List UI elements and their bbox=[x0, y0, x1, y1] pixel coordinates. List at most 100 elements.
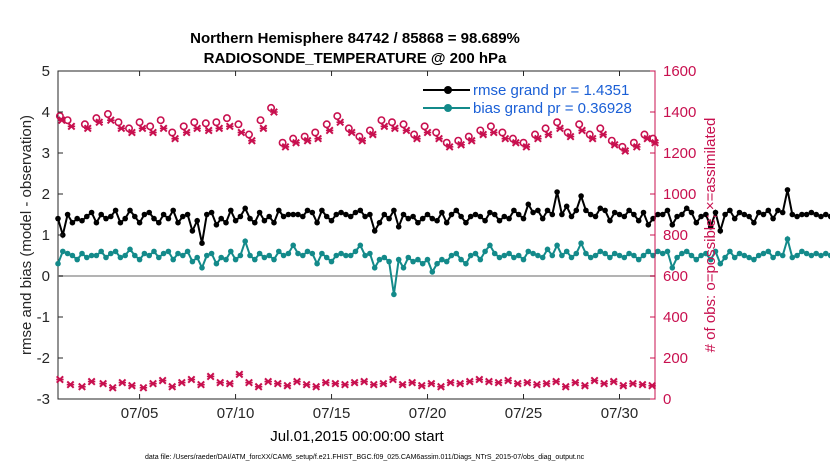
bias-point bbox=[789, 254, 796, 261]
obs-assimilated-marker bbox=[273, 379, 282, 388]
rmse-point bbox=[549, 211, 556, 218]
bias-point bbox=[808, 252, 815, 259]
bias-point bbox=[424, 256, 431, 263]
rmse-point bbox=[631, 211, 637, 218]
bias-point bbox=[60, 248, 66, 255]
obs-assimilated-marker bbox=[360, 377, 369, 386]
bias-point bbox=[679, 250, 685, 257]
obs-assimilated-marker bbox=[417, 381, 426, 390]
bias-point bbox=[794, 252, 800, 259]
rmse-point bbox=[285, 211, 292, 218]
bias-point bbox=[400, 265, 407, 271]
legend-rmse-label: rmse grand pr = 1.4351 bbox=[473, 82, 629, 99]
bias-point bbox=[223, 256, 229, 263]
rmse-point bbox=[448, 211, 455, 218]
bias-point bbox=[602, 250, 608, 257]
rmse-point bbox=[568, 213, 575, 220]
rmse-point bbox=[391, 207, 397, 214]
rmse-point bbox=[698, 213, 704, 220]
rmse-point bbox=[799, 211, 805, 218]
bias-point bbox=[439, 256, 445, 263]
rmse-point bbox=[256, 209, 263, 216]
rmse-point bbox=[261, 217, 268, 224]
bias-point bbox=[487, 242, 493, 249]
obs-possible-marker bbox=[607, 136, 616, 145]
obs-assimilated-marker bbox=[389, 375, 397, 384]
rmse-point bbox=[501, 213, 508, 220]
obs-assimilated-marker bbox=[171, 134, 180, 143]
rmse-point bbox=[323, 213, 330, 220]
bias-point bbox=[405, 254, 412, 261]
rmse-point bbox=[74, 215, 80, 222]
bias-point bbox=[64, 250, 71, 257]
bias-point bbox=[434, 260, 440, 267]
left-tick-label: 0 bbox=[42, 268, 50, 285]
obs-assimilated-marker bbox=[533, 380, 541, 389]
rmse-point bbox=[808, 209, 815, 216]
rmse-point bbox=[755, 209, 762, 216]
obs-assimilated-marker bbox=[106, 116, 115, 125]
bias-point bbox=[98, 248, 104, 255]
obs-possible-marker bbox=[92, 114, 101, 123]
bias-point bbox=[779, 252, 786, 259]
obs-assimilated-marker bbox=[610, 140, 619, 149]
rmse-point bbox=[352, 209, 359, 216]
bias-point bbox=[587, 254, 594, 261]
bias-point bbox=[199, 265, 205, 271]
obs-assimilated-marker bbox=[67, 122, 76, 131]
rmse-point bbox=[424, 211, 431, 218]
rmse-point bbox=[117, 219, 124, 226]
bias-point bbox=[180, 252, 186, 259]
rmse-point bbox=[640, 209, 647, 216]
rmse-point bbox=[93, 219, 100, 226]
obs-possible-marker bbox=[156, 116, 165, 125]
bias-point bbox=[300, 252, 306, 259]
bias-point bbox=[338, 250, 344, 257]
obs-assimilated-marker bbox=[380, 122, 389, 131]
left-tick-label: 2 bbox=[42, 186, 50, 203]
bias-point bbox=[616, 252, 623, 259]
obs-assimilated-marker bbox=[245, 378, 253, 387]
bias-point bbox=[314, 260, 320, 267]
bias-point bbox=[784, 236, 791, 242]
rmse-point bbox=[664, 207, 671, 214]
obs-assimilated-marker bbox=[197, 380, 205, 389]
bias-point bbox=[88, 252, 95, 259]
rmse-point bbox=[784, 187, 791, 193]
obs-assimilated-marker bbox=[206, 372, 215, 381]
rmse-point bbox=[559, 211, 565, 218]
bias-point bbox=[69, 252, 76, 259]
obs-assimilated-marker bbox=[159, 124, 168, 133]
rmse-point bbox=[127, 207, 133, 214]
x-tick-label: 07/30 bbox=[601, 405, 639, 422]
rmse-point bbox=[736, 209, 743, 216]
rmse-point bbox=[511, 207, 517, 214]
right-tick-label: 1000 bbox=[663, 186, 696, 203]
rmse-point bbox=[314, 219, 320, 226]
obs-assimilated-marker bbox=[427, 379, 436, 388]
bias-point bbox=[136, 256, 143, 263]
obs-assimilated-marker bbox=[127, 128, 136, 137]
bias-point bbox=[309, 250, 316, 257]
obs-possible-marker bbox=[80, 120, 89, 129]
bias-point bbox=[175, 250, 181, 257]
bias-point bbox=[271, 256, 277, 263]
bias-point bbox=[362, 252, 368, 259]
obs-assimilated-marker bbox=[619, 381, 628, 390]
obs-possible-marker bbox=[454, 136, 463, 145]
obs-assimilated-marker bbox=[523, 378, 532, 387]
obs-assimilated-marker bbox=[402, 126, 411, 135]
rmse-point bbox=[280, 213, 287, 220]
bias-point bbox=[520, 256, 527, 263]
obs-assimilated-marker bbox=[118, 378, 127, 387]
rmse-point bbox=[64, 211, 71, 218]
obs-assimilated-marker bbox=[445, 142, 454, 151]
rmse-point bbox=[309, 209, 316, 216]
obs-assimilated-marker bbox=[66, 380, 75, 389]
rmse-point bbox=[467, 213, 474, 220]
bias-point bbox=[290, 242, 297, 249]
bias-point bbox=[731, 254, 738, 261]
bias-point bbox=[775, 250, 781, 257]
rmse-point bbox=[741, 211, 748, 218]
